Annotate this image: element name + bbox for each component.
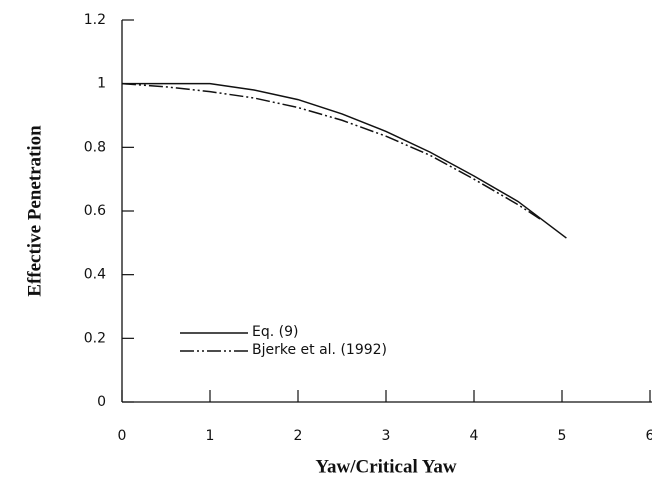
legend-label: Eq. (9) xyxy=(252,324,298,340)
y-tick-label: 0.4 xyxy=(84,267,106,283)
y-tick-label: 0.8 xyxy=(84,139,106,155)
x-tick-label: 6 xyxy=(646,428,652,444)
y-tick-label: 1.2 xyxy=(84,12,106,28)
y-tick-label: 0.2 xyxy=(84,330,106,346)
x-tick-label: 2 xyxy=(294,428,303,444)
y-axis-title: Effective Penetration xyxy=(24,125,45,297)
x-tick-label: 1 xyxy=(206,428,215,444)
y-tick-label: 0.6 xyxy=(84,203,106,219)
line-series xyxy=(122,82,567,239)
legend-label: Bjerke et al. (1992) xyxy=(252,342,387,358)
x-tick-label: 0 xyxy=(118,428,127,444)
line-series xyxy=(121,82,541,220)
x-tick-label: 5 xyxy=(558,428,567,444)
x-axis-title: Yaw/Critical Yaw xyxy=(315,456,457,477)
y-tick-label: 1 xyxy=(97,76,106,92)
x-tick-label: 4 xyxy=(470,428,479,444)
y-tick-label: 0 xyxy=(97,394,106,410)
x-tick-label: 3 xyxy=(382,428,391,444)
